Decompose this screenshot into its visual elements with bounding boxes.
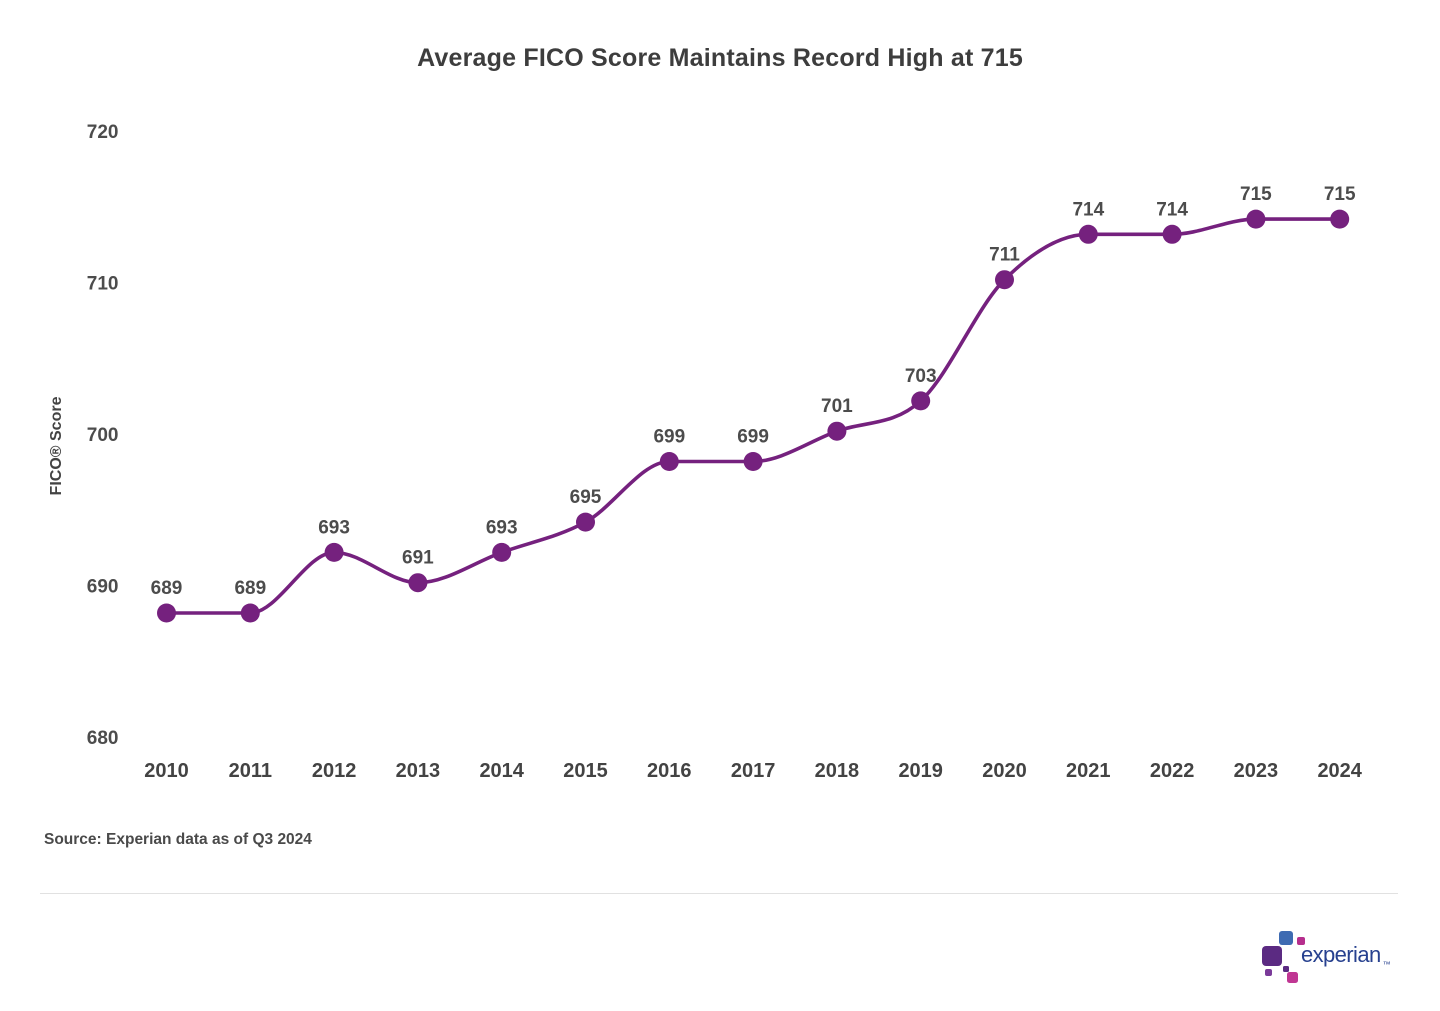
data-point [324, 542, 344, 562]
data-point [1162, 224, 1182, 244]
data-point [576, 512, 595, 532]
logo-square-purple-tiny-icon [1283, 966, 1289, 972]
logo-trademark: ™ [1382, 960, 1391, 969]
x-tick-label: 2019 [898, 760, 943, 782]
x-tick-label: 2015 [563, 760, 608, 782]
y-tick-label: 720 [87, 122, 119, 143]
data-point [911, 391, 931, 411]
x-tick-label: 2021 [1066, 760, 1111, 782]
footer-divider [40, 893, 1398, 894]
x-tick-label: 2010 [144, 760, 189, 782]
y-axis-title: FICO® Score [48, 396, 65, 495]
x-tick-label: 2018 [815, 760, 860, 782]
logo-square-blue-icon [1279, 931, 1293, 945]
data-point-label: 714 [1072, 199, 1104, 220]
data-point-label: 689 [234, 578, 266, 599]
y-tick-label: 700 [87, 425, 119, 446]
data-point-label: 695 [570, 487, 602, 508]
x-tick-label: 2023 [1234, 760, 1279, 782]
data-point [1246, 209, 1266, 229]
y-tick-label: 690 [87, 576, 119, 597]
x-tick-label: 2016 [647, 760, 692, 782]
data-point-label: 689 [151, 578, 183, 599]
data-point-label: 711 [989, 245, 1020, 266]
data-point [827, 421, 847, 441]
data-point-label: 701 [821, 396, 853, 417]
data-point-label: 699 [653, 427, 685, 448]
logo-wordmark-text: experian [1301, 942, 1381, 967]
x-tick-label: 2024 [1317, 760, 1362, 782]
data-point [408, 573, 428, 593]
x-tick-label: 2014 [479, 760, 524, 782]
source-note: Source: Experian data as of Q3 2024 [44, 831, 312, 848]
logo-square-pink-bottom-icon [1287, 972, 1298, 983]
x-tick-label: 2017 [731, 760, 776, 782]
data-point [659, 452, 679, 471]
data-point-label: 715 [1324, 184, 1356, 205]
data-point-label: 699 [737, 427, 769, 448]
fico-score-line-chart: 720 710 700 690 680 FICO® Score 2010 2011 2012 20… [48, 122, 1363, 782]
data-point [995, 270, 1014, 290]
logo-wordmark: experian ™ [1301, 942, 1391, 969]
data-point-label: 691 [402, 548, 434, 569]
x-tick-label: 2011 [229, 760, 272, 782]
data-point-label: 703 [905, 366, 937, 387]
logo-square-purple-big-icon [1262, 946, 1282, 966]
data-point [240, 603, 260, 623]
y-tick-label: 710 [87, 273, 119, 294]
data-point [157, 603, 176, 623]
data-point-label: 693 [318, 517, 350, 538]
data-point [1078, 224, 1098, 244]
experian-logo: experian ™ [1262, 925, 1402, 989]
logo-square-violet-tiny-icon [1265, 969, 1272, 976]
x-tick-label: 2013 [396, 760, 441, 782]
y-tick-label: 680 [87, 728, 119, 749]
x-tick-label: 2022 [1150, 760, 1195, 782]
x-tick-label: 2012 [312, 760, 357, 782]
data-point [1330, 209, 1350, 229]
logo-square-pink-top-icon [1297, 937, 1305, 945]
data-point-label: 693 [486, 517, 518, 538]
x-tick-label: 2020 [982, 760, 1027, 782]
data-point-label: 714 [1156, 199, 1188, 220]
data-point [492, 542, 512, 562]
data-point [743, 452, 763, 471]
chart-title: Average FICO Score Maintains Record High… [417, 44, 1023, 72]
data-point-label: 715 [1240, 184, 1272, 205]
